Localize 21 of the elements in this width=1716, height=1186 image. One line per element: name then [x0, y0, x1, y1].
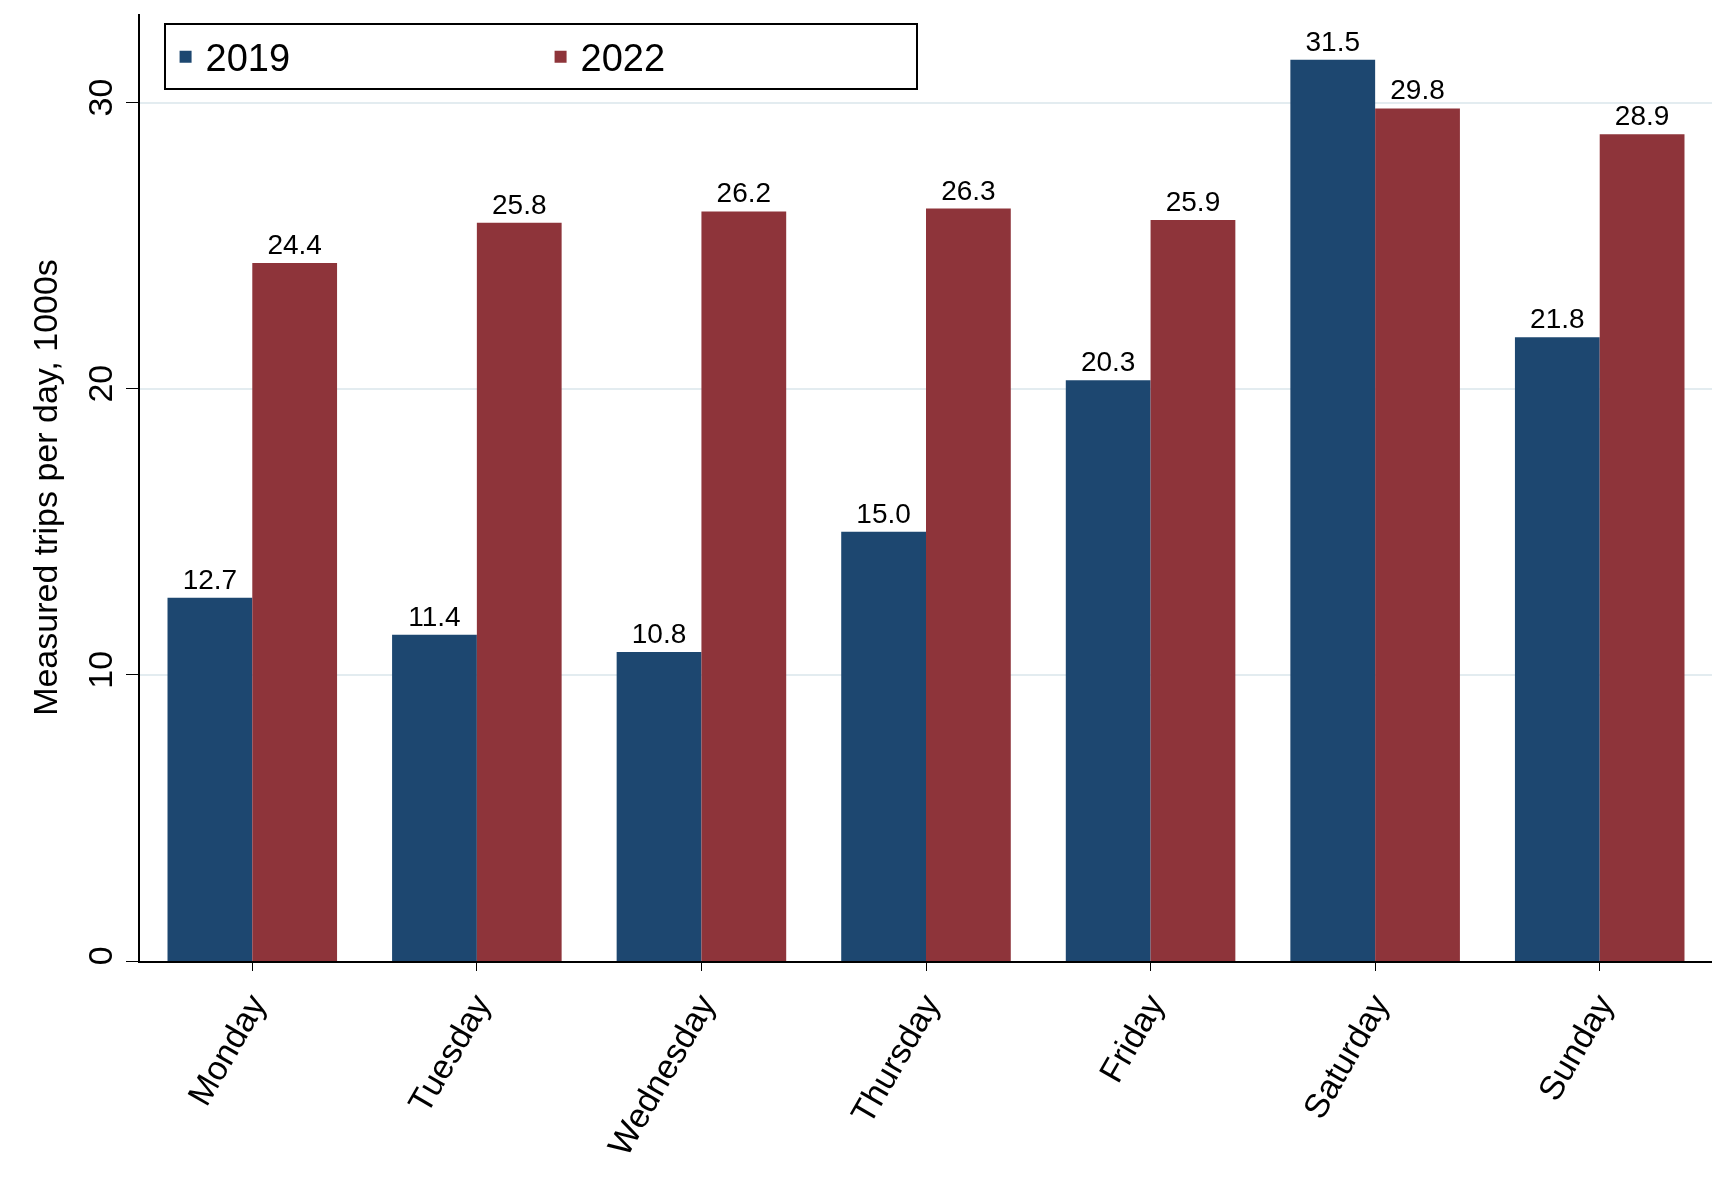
data-label: 29.8	[1390, 74, 1445, 106]
y-tick-label: 10	[81, 650, 120, 689]
data-label: 15.0	[856, 497, 911, 529]
data-label: 28.9	[1614, 100, 1670, 132]
y-tick-label: 30	[81, 78, 120, 117]
data-label: 26.3	[941, 174, 996, 206]
data-label: 21.8	[1530, 303, 1585, 335]
y-axis-title: Measured trips per day, 1000s	[25, 259, 64, 716]
legend-label: 2022	[580, 37, 666, 80]
data-label: 10.8	[631, 618, 687, 650]
data-label: 20.3	[1080, 346, 1136, 378]
legend-label: 2019	[205, 37, 291, 80]
data-label: 25.9	[1165, 185, 1221, 217]
data-label: 24.4	[267, 228, 322, 260]
data-label: 12.7	[182, 563, 238, 595]
data-label: 31.5	[1305, 25, 1361, 57]
data-label: 11.4	[408, 600, 461, 632]
data-label: 25.8	[491, 188, 547, 220]
y-tick-label: 0	[81, 946, 120, 966]
y-tick-label: 20	[81, 364, 120, 403]
data-label: 26.2	[716, 177, 772, 209]
